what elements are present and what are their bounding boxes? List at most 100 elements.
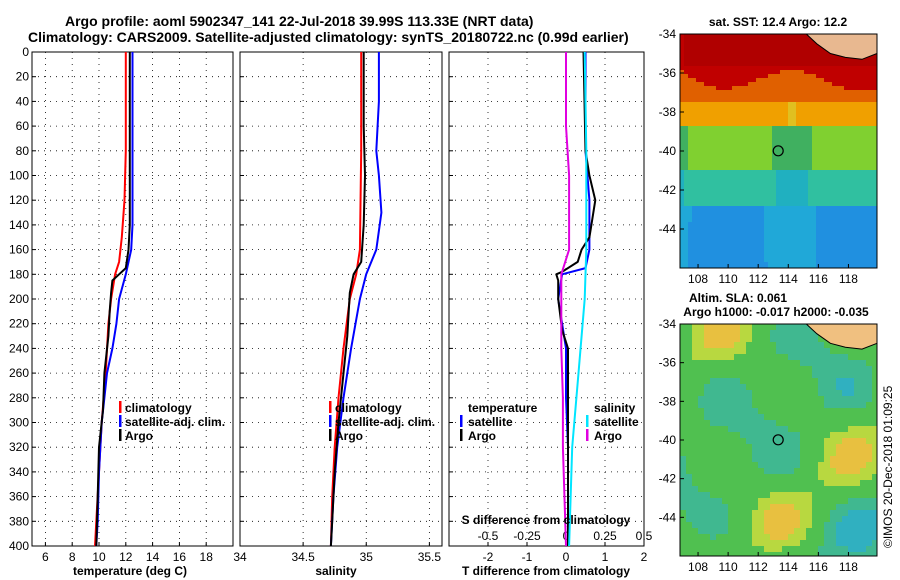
map-cell [836,178,840,182]
map-cell [772,142,776,146]
map-cell [780,210,784,214]
map-cell [724,150,728,154]
map-cell [728,258,732,262]
map-cell [740,266,744,268]
map-cell [842,432,848,438]
map-cell [704,34,708,38]
map-cell [864,158,868,162]
map-cell [720,182,724,186]
map-cell [784,122,788,126]
map-cell [700,182,704,186]
map-cell [812,178,816,182]
map-cell [756,162,760,166]
map-cell [686,528,692,534]
map-cell [704,254,708,258]
map-cell [808,174,812,178]
map-cell [688,210,692,214]
map-cell [692,546,698,552]
map-cell [760,42,764,46]
map-cell [856,186,860,190]
map-cell [776,94,780,98]
map-cell [680,138,684,142]
map-cell [740,534,746,540]
map-cell [732,90,736,94]
map-cell [836,170,840,174]
map-cell [740,262,744,266]
map-cell [692,70,696,74]
map-cell [788,242,792,246]
map-cell [684,74,688,78]
map-cell [864,130,868,134]
map-cell [856,134,860,138]
map-cell [720,230,724,234]
map-cell [820,146,824,150]
map-cell [852,142,856,146]
map-cell [856,190,860,194]
map-cell [860,254,864,258]
map-cell [792,262,796,266]
map-cell [704,106,708,110]
map-cell [746,474,752,480]
legend-swatch-s-argo [586,429,589,441]
map-cell [700,46,704,50]
map-cell [692,186,696,190]
map-cell [856,142,860,146]
map-cell [686,444,692,450]
map-cell [804,146,808,150]
map-cell [792,78,796,82]
map-cell [756,178,760,182]
map-cell [812,492,818,498]
map-cell [720,42,724,46]
y-tick-label: 160 [9,243,29,257]
map-cell [724,162,728,166]
map-cell [782,546,788,552]
map-cell [740,450,746,456]
map-cell [860,456,866,462]
map-cell [740,372,746,378]
map-cell [704,426,710,432]
map-cell [784,246,788,250]
map-cell [792,38,796,42]
map-cell [752,522,758,528]
map-cell [796,98,800,102]
map-cell [692,408,698,414]
map-cell [860,262,864,266]
map-cell [800,142,804,146]
x-tick-label: 116 [809,560,828,574]
map-cell [780,234,784,238]
map-cell [728,74,732,78]
map-cell [800,546,806,552]
map-cell [708,106,712,110]
map-cell [720,154,724,158]
map-cell [764,348,770,354]
map-cell [808,54,812,58]
map-cell [840,166,844,170]
map-cell [752,174,756,178]
map-cell [736,254,740,258]
map-cell [856,218,860,222]
map-cell [692,98,696,102]
map-cell [820,178,824,182]
map-cell [828,170,832,174]
map-cell [734,324,740,330]
map-cell [780,38,784,42]
map-cell [866,396,872,402]
map-cell [696,102,700,106]
map-cell [728,468,734,474]
map-cell [698,486,704,492]
map-cell [804,150,808,154]
map-cell [732,126,736,130]
map-cell [680,492,686,498]
map-cell [708,150,712,154]
map-cell [712,242,716,246]
map-cell [830,522,836,528]
map-cell [824,366,830,372]
map-cell [784,226,788,230]
map-cell [788,420,794,426]
map-cell [776,384,782,390]
map-cell [760,162,764,166]
map-cell [824,534,830,540]
map-cell [698,546,704,552]
map-cell [852,118,856,122]
map-cell [696,234,700,238]
